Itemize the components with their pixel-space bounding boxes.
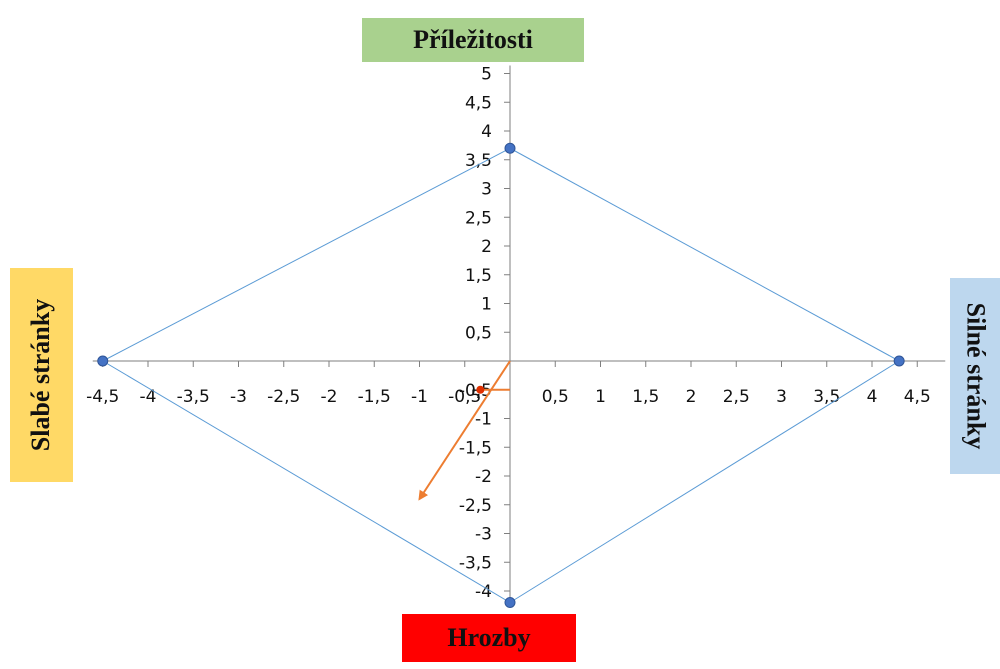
polygon-edge (102, 147, 511, 362)
strengths-label: Silné stránky (950, 278, 1000, 474)
result-vector (418, 360, 511, 501)
y-tick-label: -1 (475, 410, 492, 430)
polygon-edge (509, 147, 900, 362)
x-tick-label: -4 (140, 387, 157, 407)
y-tick-label: -3,5 (459, 553, 492, 573)
y-tick-label: 3 (481, 180, 492, 200)
x-tick-label: 2 (686, 387, 697, 407)
weaknesses-label: Slabé stránky (10, 268, 73, 482)
x-tick-label: -3,5 (177, 387, 210, 407)
y-tick-label: 2 (481, 237, 492, 257)
vector-point (476, 385, 485, 394)
x-tick-label: 4 (867, 387, 878, 407)
polygon-edge (509, 360, 900, 603)
polygon-edge (102, 360, 511, 603)
y-tick-label: 3,5 (465, 151, 492, 171)
y-tick-label: -4 (475, 582, 492, 602)
y-tick-label: 1,5 (465, 266, 492, 286)
x-tick-label: -1,5 (358, 387, 391, 407)
y-tick-label: -3 (475, 525, 492, 545)
y-tick-label: 5 (481, 65, 492, 85)
x-tick-label: 1 (595, 387, 606, 407)
threats-label: Hrozby (402, 614, 576, 662)
x-tick-label: 4,5 (904, 387, 931, 407)
x-tick-label: 3 (776, 387, 787, 407)
y-tick-label: -2,5 (459, 496, 492, 516)
weaknesses-text: Slabé stránky (26, 298, 56, 452)
x-tick-label: -0,5 (448, 387, 481, 407)
polygon-point (504, 597, 516, 608)
x-tick-label: -1 (411, 387, 428, 407)
x-tick-label: 1,5 (632, 387, 659, 407)
y-tick-label: 2,5 (465, 208, 492, 228)
x-tick-label: 3,5 (813, 387, 840, 407)
x-tick-label: -3 (230, 387, 247, 407)
threats-text: Hrozby (447, 623, 531, 652)
opportunities-label: Příležitosti (362, 18, 584, 62)
opportunities-text: Příležitosti (413, 25, 533, 54)
x-tick-label: -2 (321, 387, 338, 407)
y-tick-label: -2 (475, 467, 492, 487)
y-tick-label: -1,5 (459, 438, 492, 458)
y-tick-label: 4 (481, 122, 492, 142)
y-tick-label: 0,5 (465, 323, 492, 343)
y-tick-label: 1 (481, 295, 492, 315)
y-tick-label: 4,5 (465, 93, 492, 113)
strengths-text: Silné stránky (961, 302, 990, 450)
x-tick-label: -2,5 (267, 387, 300, 407)
y-tick-label: -0,5 (459, 381, 492, 401)
x-tick-label: -4,5 (86, 387, 119, 407)
polygon-point (97, 355, 109, 367)
x-tick-label: 0,5 (542, 387, 569, 407)
polygon-point (504, 142, 516, 154)
polygon-point (893, 355, 905, 367)
x-tick-label: 2,5 (723, 387, 750, 407)
